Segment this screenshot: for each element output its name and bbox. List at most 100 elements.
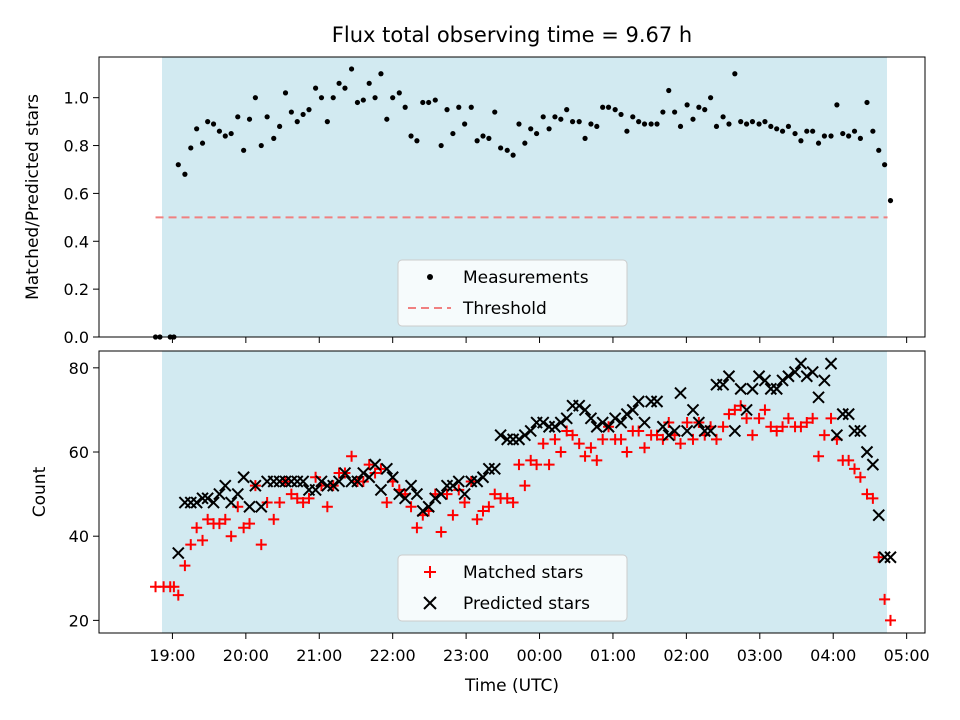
- predicted-star-point: [818, 374, 831, 387]
- measurement-point: [408, 133, 414, 139]
- y-tick-label: 60: [69, 443, 89, 462]
- matched-star-point: [843, 454, 855, 466]
- predicted-star-point: [332, 475, 346, 488]
- measurement-point: [654, 121, 660, 127]
- measurement-point: [205, 119, 211, 125]
- predicted-star-point: [224, 496, 238, 509]
- measurement-point: [666, 87, 672, 94]
- measurement-point: [336, 80, 342, 86]
- x-tick-label: 21:00: [296, 646, 342, 665]
- measurement-point: [624, 128, 630, 134]
- matched-star-point: [741, 412, 753, 424]
- measurement-point: [288, 109, 294, 115]
- predicted-star-point: [698, 424, 711, 438]
- measurement-point: [762, 119, 768, 125]
- measurement-point: [235, 114, 241, 120]
- predicted-star-point: [501, 433, 514, 446]
- predicted-star-point: [279, 475, 292, 488]
- measurement-point: [785, 123, 792, 130]
- predicted-star-point: [213, 487, 226, 501]
- predicted-star-point: [273, 475, 286, 488]
- measurement-point: [660, 109, 666, 115]
- matched-star-point: [513, 459, 525, 471]
- matched-star-point: [597, 433, 609, 445]
- predicted-star-point: [178, 496, 192, 509]
- predicted-star-point: [440, 479, 454, 492]
- measurement-point: [792, 130, 798, 137]
- matched-star-point: [867, 492, 879, 504]
- measurement-point: [684, 102, 690, 108]
- predicted-star-point: [231, 487, 244, 501]
- predicted-star-point: [878, 551, 891, 564]
- predicted-star-point: [872, 508, 885, 522]
- x-tick-label: 22:00: [370, 646, 416, 665]
- matched-star-point: [172, 589, 184, 601]
- measurement-point: [533, 130, 540, 137]
- matched-star-point: [615, 433, 627, 445]
- bottom-y-axis-label: Count: [30, 466, 50, 517]
- measurement-point: [414, 138, 420, 144]
- predicted-star-point: [476, 471, 490, 484]
- measurement-point: [462, 121, 468, 127]
- matched-star-point: [238, 522, 250, 534]
- predicted-star-point: [398, 492, 412, 505]
- matched-star-point: [244, 518, 256, 530]
- predicted-star-point: [764, 382, 778, 396]
- y-tick-label: 40: [69, 527, 89, 546]
- matched-star-point: [213, 518, 225, 530]
- measurement-point: [282, 90, 289, 96]
- predicted-star-point: [788, 365, 802, 379]
- measurement-point: [432, 97, 438, 103]
- predicted-star-point: [776, 374, 789, 387]
- x-tick-label: 19:00: [149, 646, 195, 665]
- matched-star-point: [639, 442, 651, 454]
- matched-star-point: [801, 417, 813, 429]
- predicted-star-point: [752, 370, 766, 383]
- predicted-star-point: [452, 475, 465, 488]
- measurement-point: [768, 123, 774, 130]
- matched-star-point: [771, 425, 783, 437]
- measurement-point: [594, 123, 600, 130]
- measurement-point: [779, 128, 786, 134]
- measurement-point: [810, 128, 816, 134]
- predicted-star-point: [650, 395, 664, 408]
- measurement-point: [546, 126, 552, 132]
- predicted-star-point: [267, 475, 280, 488]
- predicted-star-point: [237, 471, 250, 484]
- predicted-star-point: [824, 357, 838, 370]
- x-tick-label: 04:00: [810, 646, 856, 665]
- predicted-star-point: [704, 424, 717, 438]
- matched-star-point: [525, 454, 537, 466]
- predicted-star-point: [470, 475, 484, 488]
- measurement-point: [564, 107, 570, 113]
- matched-star-point: [285, 488, 297, 500]
- measurement-point: [324, 119, 330, 125]
- matched-star-point: [795, 421, 807, 433]
- matched-star-point: [483, 501, 495, 513]
- predicted-star-point: [806, 365, 819, 379]
- measurement-point: [713, 123, 720, 130]
- matched-star-point: [717, 421, 729, 433]
- predicted-star-point: [590, 420, 604, 433]
- predicted-star-point: [482, 462, 496, 476]
- matched-star-point: [765, 421, 777, 433]
- measurement-point: [188, 145, 194, 151]
- predicted-star-point: [488, 462, 501, 476]
- predicted-star-point: [296, 475, 310, 488]
- predicted-star-point: [524, 424, 537, 438]
- legend-matched-label: Matched stars: [463, 563, 583, 583]
- predicted-star-point: [770, 382, 783, 396]
- predicted-star-point: [536, 416, 550, 429]
- measurement-point: [504, 147, 510, 153]
- measurement-point: [798, 138, 804, 144]
- legend-measurements-marker: [427, 274, 433, 280]
- measurement-point: [749, 119, 756, 125]
- y-tick-label: 0.6: [64, 184, 89, 203]
- legend-matched-marker: [424, 566, 436, 578]
- matched-star-point: [531, 459, 543, 471]
- matched-star-point: [861, 488, 873, 500]
- predicted-star-point: [836, 407, 849, 421]
- measurement-point: [216, 128, 223, 134]
- predicted-star-point: [782, 370, 795, 383]
